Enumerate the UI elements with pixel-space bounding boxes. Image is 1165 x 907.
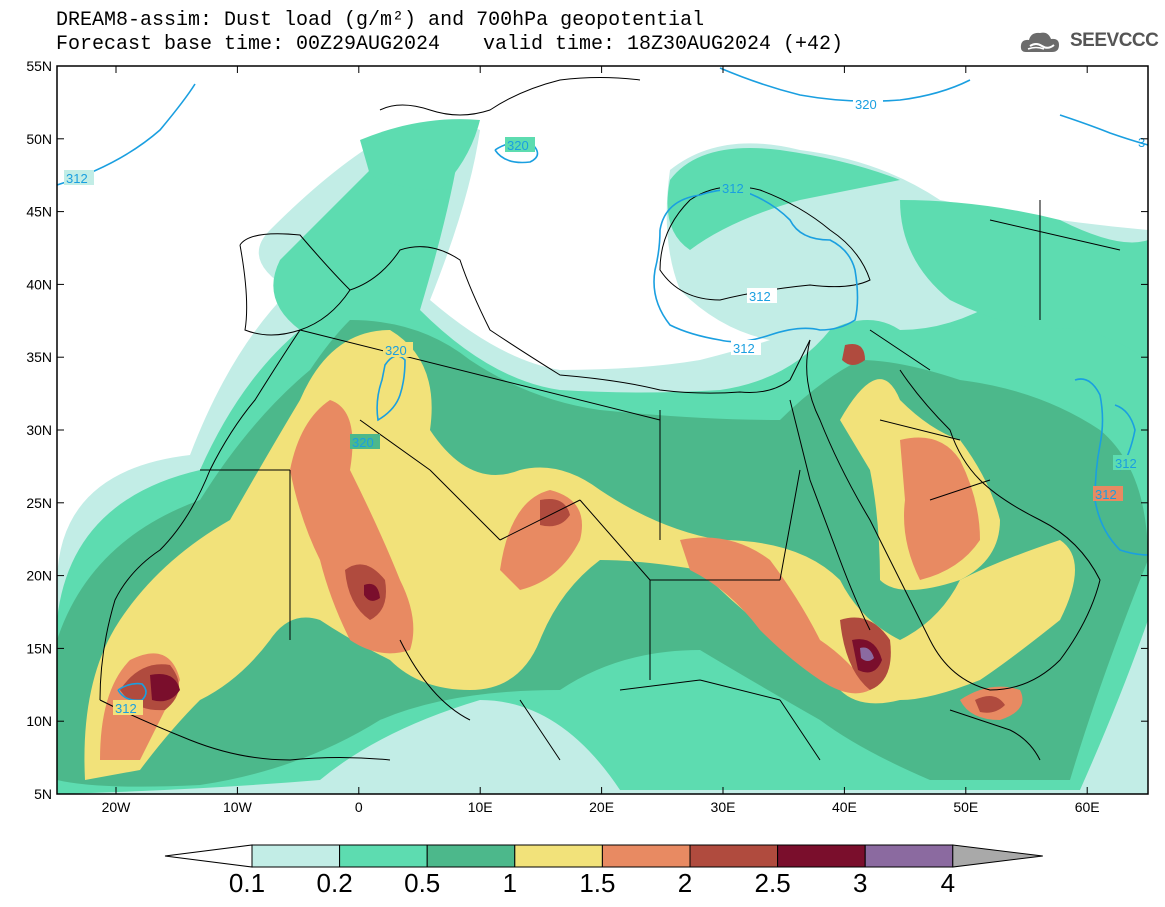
latitude-label: 10N	[26, 713, 52, 729]
dust-region-2-somalia	[975, 696, 1005, 713]
contour-label: 312	[66, 171, 88, 186]
longitude-label: 40E	[832, 799, 857, 815]
contour-label: 312	[115, 701, 137, 716]
colorbar-level-label: 1.5	[579, 868, 616, 898]
dust-region-15-sudan	[680, 537, 870, 694]
longitude-label: 30E	[711, 799, 736, 815]
latitude-label: 40N	[26, 276, 52, 292]
latitude-label: 55N	[26, 58, 52, 74]
longitude-label: 60E	[1075, 799, 1100, 815]
colorbar-level-label: 0.2	[316, 868, 353, 898]
longitude-label: 20W	[102, 799, 132, 815]
colorbar-segment	[514, 844, 603, 868]
longitude-label: 10E	[468, 799, 493, 815]
colorbar-level-label: 4	[940, 868, 956, 898]
contour-label: 320	[855, 97, 877, 112]
latitude-labels: 55N 50N 45N 40N 35N 30N 25N 20N 15N 10N 5N	[26, 58, 52, 802]
contour-label: 312	[1095, 487, 1117, 502]
colorbar-segment	[251, 844, 341, 868]
colorbar	[164, 844, 1043, 868]
dust-region-2-iraq	[842, 344, 865, 365]
colorbar-level-label: 0.5	[404, 868, 441, 898]
latitude-label: 30N	[26, 422, 52, 438]
dust-region-25-mali	[364, 583, 380, 601]
colorbar-level-label: 3	[852, 868, 868, 898]
latitude-label: 35N	[26, 349, 52, 365]
logo-text: SEEVCCC	[1070, 30, 1159, 51]
latitude-label: 50N	[26, 131, 52, 147]
colorbar-segment	[426, 844, 516, 868]
dust-field	[57, 119, 1148, 794]
colorbar-level-label: 1	[502, 868, 518, 898]
colorbar-segment	[864, 844, 954, 868]
latitude-label: 15N	[26, 640, 52, 656]
longitude-labels: 20W 10W 0 10E 20E 30E 40E 50E 60E	[102, 799, 1100, 815]
dust-region-02-west	[360, 119, 480, 190]
colorbar-level-label: 2.5	[754, 868, 791, 898]
contour-label: 320	[352, 435, 374, 450]
latitude-label: 25N	[26, 495, 52, 511]
map-title: DREAM8-assim: Dust load (g/m²) and 700hP…	[56, 9, 705, 32]
contour-label: 312	[733, 341, 755, 356]
latitude-label: 20N	[26, 568, 52, 584]
colorbar-max-arrow	[952, 844, 1043, 868]
contour-label: 320	[507, 138, 529, 153]
contour-label: 312	[722, 181, 744, 196]
contour-label: 312	[749, 289, 771, 304]
contour-labels: 312 320 320 320 312 312 320 312 312 312 …	[64, 96, 1145, 716]
longitude-label: 0	[355, 799, 363, 815]
cloud-icon	[1020, 32, 1059, 52]
axis-ticks	[57, 65, 1148, 795]
colorbar-min-arrow	[164, 844, 253, 868]
colorbar-level-label: 0.1	[228, 868, 266, 898]
latitude-label: 45N	[26, 204, 52, 220]
valid-time: valid time: 18Z30AUG2024 (+42)	[483, 33, 844, 56]
forecast-base-time: Forecast base time: 00Z29AUG2024	[56, 33, 441, 56]
contour-label: 312	[1115, 456, 1137, 471]
colorbar-segment	[339, 844, 428, 868]
colorbar-segment	[601, 844, 691, 868]
longitude-label: 10W	[223, 799, 253, 815]
dust-region-02-east	[900, 200, 1148, 360]
longitude-label: 50E	[953, 799, 978, 815]
dust-region-15-arabia	[900, 437, 980, 580]
colorbar-segment	[777, 844, 866, 868]
dust-region-02-north	[667, 148, 900, 250]
colorbar-level-label: 2	[677, 868, 693, 898]
colorbar-segment	[689, 844, 779, 868]
latitude-label: 5N	[34, 786, 52, 802]
dust-region-3	[860, 647, 874, 661]
longitude-label: 20E	[589, 799, 614, 815]
contour-label: 3	[1138, 135, 1145, 150]
contour-label: 320	[385, 343, 407, 358]
dust-region-25	[150, 674, 180, 702]
coastlines	[99, 77, 1121, 761]
